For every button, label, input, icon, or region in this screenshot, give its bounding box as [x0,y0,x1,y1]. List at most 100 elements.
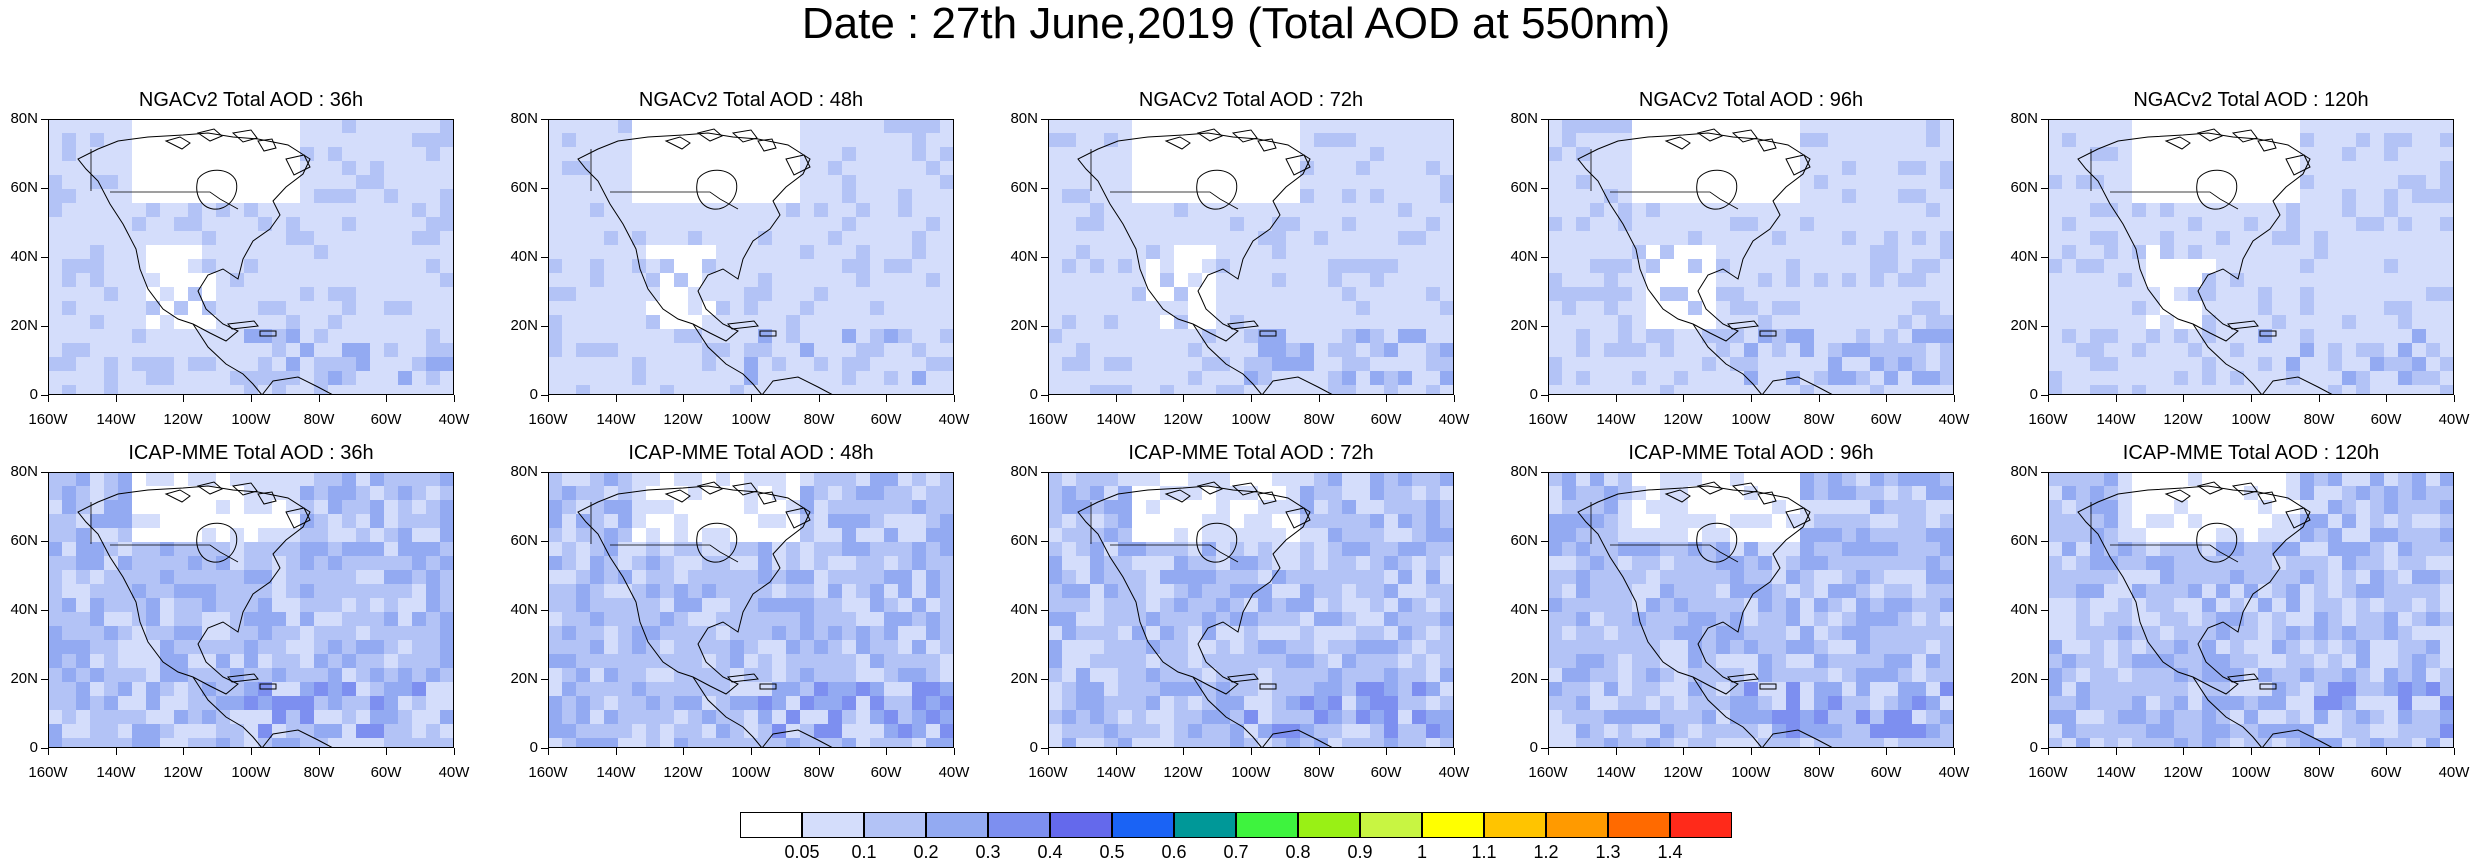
colorbar-label: 0.7 [1223,842,1249,862]
lon-tick-label: 140W [1096,411,1136,428]
colorbar-swatch [1112,812,1174,838]
lat-tick-label: 0 [1529,739,1538,756]
lat-tick [1541,188,1548,189]
lon-tick [1886,748,1887,755]
panel-title: ICAP-MME Total AOD : 96h [1628,442,1874,464]
lat-tick [2041,188,2048,189]
lon-tick [1319,395,1320,402]
lon-tick [1251,395,1252,402]
lon-tick [616,395,617,402]
aod-field-svg [2048,119,2454,395]
lon-tick [886,395,887,402]
aod-field-svg [548,119,954,395]
lon-tick [1954,395,1955,402]
lon-tick-label: 120W [1663,764,1703,781]
lon-tick-label: 40W [2438,764,2470,781]
aod-map [2048,472,2454,748]
lon-tick-label: 160W [28,411,68,428]
lon-tick [1048,395,1049,402]
lat-tick [41,472,48,473]
lon-tick-label: 40W [2438,411,2470,428]
lon-tick [548,748,549,755]
lat-tick [2041,472,2048,473]
lat-tick-label: 80N [10,110,38,127]
lat-tick [2041,541,2048,542]
colorbar-label: 1.3 [1595,842,1621,862]
lat-tick-label: 60N [2010,179,2038,196]
lon-tick-label: 160W [28,764,68,781]
lon-tick-label: 100W [231,411,271,428]
lon-tick-label: 160W [1528,764,1568,781]
lon-tick [819,395,820,402]
lat-tick-label: 80N [1010,463,1038,480]
lon-tick-label: 40W [1938,764,1970,781]
lon-tick-label: 60W [1370,764,1402,781]
lon-tick-label: 80W [1803,411,1835,428]
lat-tick-label: 60N [510,179,538,196]
lat-tick [41,257,48,258]
colorbar-label: 1 [1416,842,1427,862]
lon-tick-label: 140W [2096,764,2136,781]
lat-tick-label: 60N [1010,532,1038,549]
lon-tick [1183,748,1184,755]
lon-tick-label: 140W [2096,411,2136,428]
aod-field-svg [1548,472,1954,748]
lat-tick [1041,541,1048,542]
lat-tick [2041,257,2048,258]
lat-tick [1041,257,1048,258]
lon-tick [1319,748,1320,755]
colorbar-swatch [988,812,1050,838]
panel-title: NGACv2 Total AOD : 36h [138,89,364,111]
lon-tick-label: 60W [370,764,402,781]
colorbar-label: 0.05 [784,842,820,862]
lat-tick-label: 80N [1010,110,1038,127]
lon-tick-label: 120W [2163,411,2203,428]
lon-tick-label: 100W [1731,411,1771,428]
lat-tick [2041,119,2048,120]
lon-tick-label: 160W [1028,411,1068,428]
lon-tick [1548,748,1549,755]
lat-tick-label: 60N [1510,532,1538,549]
lon-tick [1386,395,1387,402]
lon-tick [386,748,387,755]
lat-tick [541,395,548,396]
lat-tick [41,326,48,327]
colorbar-label: 0.1 [851,842,877,862]
lon-tick-label: 100W [2231,764,2271,781]
aod-map [1548,472,1954,748]
lon-tick-label: 140W [596,764,636,781]
lon-tick [2251,748,2252,755]
aod-map [548,119,954,395]
aod-field-svg [1048,119,1454,395]
lon-tick [1616,395,1617,402]
lat-tick [1041,326,1048,327]
lon-tick [251,395,252,402]
lat-tick-label: 0 [1029,386,1038,403]
lat-tick [1041,119,1048,120]
lon-tick [48,395,49,402]
lat-tick [1541,541,1548,542]
lat-tick-label: 0 [529,739,538,756]
lon-tick [319,748,320,755]
lat-tick [41,748,48,749]
colorbar-label: 0.6 [1161,842,1187,862]
lon-tick [2386,395,2387,402]
lon-tick-label: 80W [803,764,835,781]
lon-tick-label: 160W [1528,411,1568,428]
lon-tick [683,748,684,755]
lat-tick-label: 80N [2010,463,2038,480]
lat-tick-label: 80N [1510,110,1538,127]
lon-tick-label: 60W [1870,764,1902,781]
lon-tick [48,748,49,755]
lat-tick-label: 0 [29,739,38,756]
lat-tick-label: 0 [1529,386,1538,403]
lon-tick [2116,395,2117,402]
lon-tick-label: 120W [1663,411,1703,428]
lat-tick-label: 0 [1029,739,1038,756]
lon-tick-label: 40W [938,764,970,781]
lon-tick-label: 100W [731,764,771,781]
lon-tick-label: 80W [1803,764,1835,781]
colorbar-swatch [1546,812,1608,838]
lat-tick [1541,257,1548,258]
lat-tick [541,748,548,749]
